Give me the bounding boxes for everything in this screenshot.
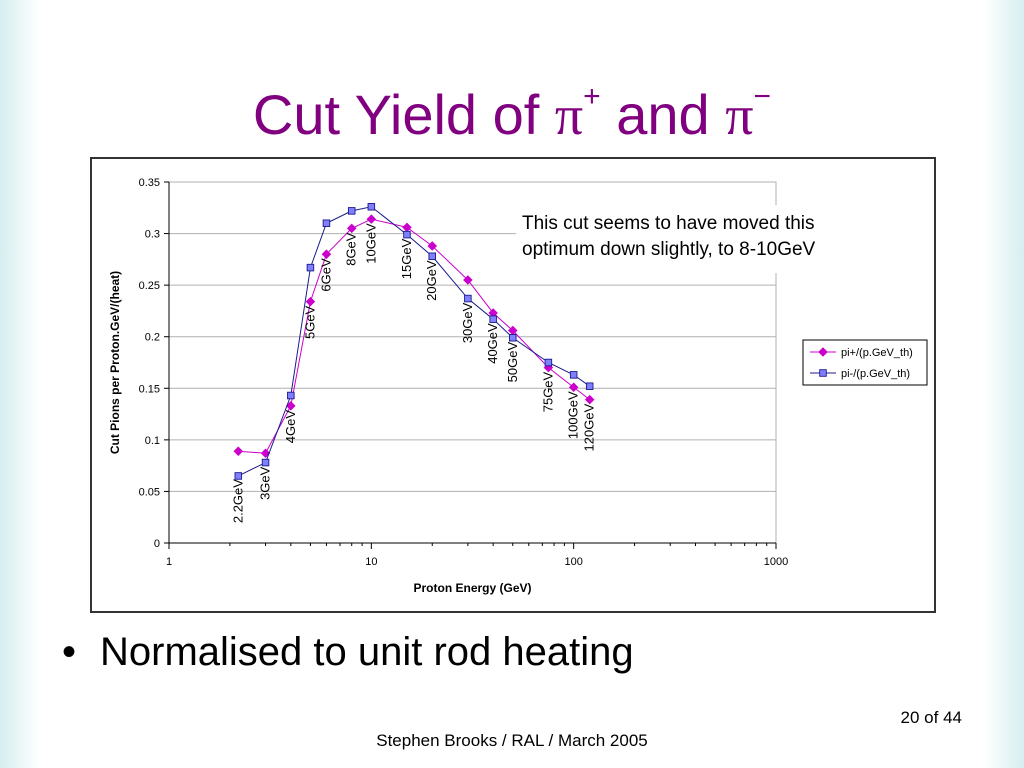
data-point-pi-plus (427, 241, 438, 251)
data-point-pi-minus (544, 358, 553, 367)
y-tick-label: 0.25 (139, 280, 160, 292)
energy-label: 15GeV (399, 238, 414, 279)
y-tick-label: 0.3 (145, 229, 160, 241)
x-tick-label: 1000 (764, 556, 788, 568)
legend-box (802, 339, 928, 386)
data-point-pi-minus (287, 391, 295, 400)
slide-title: Cut Yield of π+ and π− (0, 62, 1024, 151)
energy-label: 3GeV (258, 466, 273, 500)
energy-label: 30GeV (460, 302, 475, 343)
annotation-background (516, 205, 928, 273)
y-tick-label: 0.15 (139, 383, 160, 395)
data-point-pi-plus (346, 223, 357, 234)
y-tick-label: 0 (154, 538, 160, 550)
data-point-pi-minus (367, 203, 376, 211)
data-point-pi-plus (568, 382, 579, 393)
data-point-pi-minus (569, 371, 578, 379)
energy-label: 120GeV (582, 403, 597, 451)
chart-frame: 0 0.05 0.1 0.15 0.2 0.25 0.3 0.35 1 10 100 1000 Prot… (90, 157, 936, 613)
energy-label: 5GeV (302, 305, 317, 339)
data-point-pi-minus (306, 263, 315, 272)
legend-marker (819, 369, 827, 377)
data-point-pi-plus (286, 401, 296, 411)
annotation-text: This cut seems to have moved this (522, 213, 815, 234)
data-point-pi-plus (463, 275, 473, 285)
data-point-pi-minus (347, 207, 356, 215)
x-tick-label: 1 (166, 556, 172, 568)
minus-superscript: − (753, 80, 772, 113)
energy-label: 4GeV (283, 410, 298, 444)
page-number: 20 of 44 (900, 708, 962, 727)
energy-label: 40GeV (485, 323, 500, 364)
y-tick-label: 0.05 (139, 486, 160, 498)
energy-label: 50GeV (505, 342, 520, 383)
x-axis-label: Proton Energy (GeV) (413, 581, 531, 595)
legend: pi+/(p.GeV_th) pi-/(p.GeV_th) (802, 339, 928, 386)
energy-label: 8GeV (344, 232, 359, 266)
energy-label: 2.2GeV (230, 479, 245, 523)
yield-chart: 0 0.05 0.1 0.15 0.2 0.25 0.3 0.35 1 10 100 1000 Prot… (108, 177, 928, 595)
data-point-pi-plus (584, 394, 595, 405)
pi-symbol-2: π (725, 85, 754, 147)
data-point-pi-minus (464, 294, 472, 303)
data-point-pi-plus (260, 448, 271, 459)
pi-symbol: π (554, 85, 584, 147)
data-point-pi-plus (402, 222, 412, 233)
y-tick-label: 0.35 (139, 177, 160, 189)
energy-label: 75GeV (540, 371, 555, 412)
footer: Stephen Brooks / RAL / March 2005 (376, 731, 648, 750)
data-point-pi-minus (403, 230, 411, 239)
data-point-pi-plus (321, 249, 332, 259)
x-tick-label: 100 (564, 556, 582, 568)
y-tick-label: 0.1 (145, 435, 160, 447)
energy-label: 20GeV (424, 260, 439, 301)
data-point-pi-minus (585, 382, 594, 390)
y-tick-label: 0.2 (145, 332, 160, 344)
legend-label: pi-/(p.GeV_th) (841, 368, 910, 380)
data-point-pi-plus (305, 296, 316, 307)
bullet-point: • Normalised to unit rod heating (62, 630, 634, 675)
data-point-pi-minus (322, 219, 331, 228)
data-point-pi-minus (489, 315, 497, 323)
data-point-pi-plus (233, 446, 244, 456)
annotation-text: optimum down slightly, to 8-10GeV (522, 239, 816, 260)
energy-label: 6GeV (318, 258, 333, 292)
annotation-box: This cut seems to have moved this optimum… (516, 205, 928, 273)
data-point-pi-plus (366, 214, 377, 224)
data-point-pi-minus (428, 252, 436, 261)
legend-label: pi+/(p.GeV_th) (841, 347, 913, 359)
energy-label: 10GeV (363, 223, 378, 264)
y-axis-label: Cut Pions per Proton.GeV/(heat) (108, 271, 122, 454)
title-text: Cut Yield of (252, 83, 555, 146)
data-point-pi-minus (234, 472, 243, 480)
x-tick-label: 10 (365, 556, 377, 568)
data-point-pi-minus (509, 333, 517, 342)
bullet-dot: • (62, 630, 77, 674)
title-and: and (600, 83, 726, 146)
energy-label: 100GeV (566, 391, 581, 439)
bullet-text: Normalised to unit rod heating (100, 630, 634, 674)
plus-superscript: + (583, 80, 601, 113)
legend-marker (818, 347, 828, 357)
data-point-pi-minus (261, 458, 270, 467)
